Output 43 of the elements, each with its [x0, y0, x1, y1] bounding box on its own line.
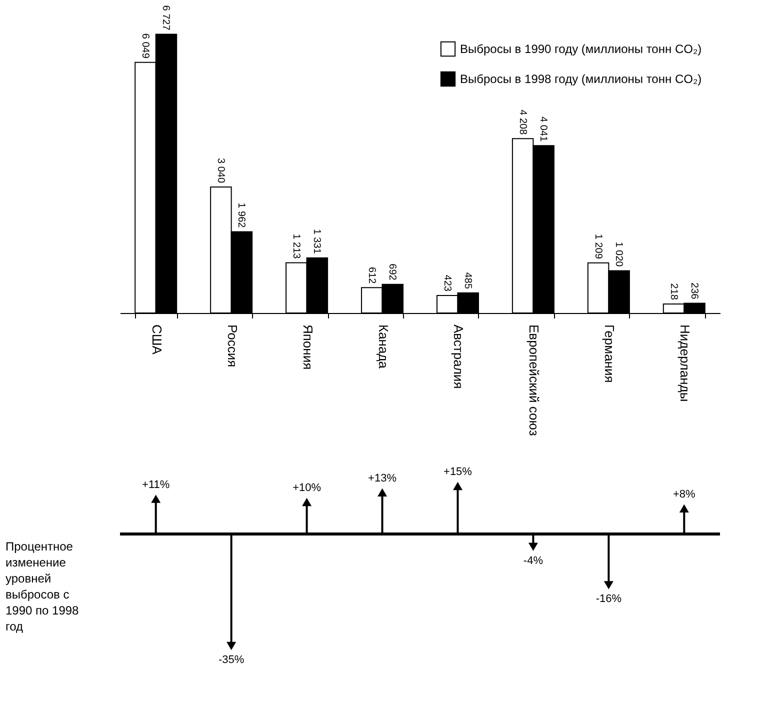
- data-label: 6 049: [139, 33, 150, 59]
- legend-label: Выбросы в 1998 году (миллионы тонн CO₂): [460, 72, 702, 86]
- data-label: 1 020: [613, 242, 624, 268]
- point: [378, 488, 388, 497]
- data-label: -16%: [596, 593, 622, 606]
- data-label: 612: [366, 266, 377, 284]
- point: [679, 504, 689, 513]
- point: [528, 542, 538, 551]
- data-label: 218: [668, 283, 679, 300]
- data-label: 485: [462, 272, 474, 290]
- data-label: 4 208: [516, 110, 528, 136]
- point: [302, 498, 312, 506]
- data-label: 236: [688, 282, 700, 300]
- data-label: 423: [441, 274, 452, 292]
- data-label: +10%: [292, 482, 322, 494]
- x-tick-label: Канада: [376, 324, 391, 370]
- data-label: 3 040: [214, 158, 226, 184]
- point: [226, 642, 236, 650]
- data-label: +13%: [368, 472, 397, 484]
- x-tick-label: Россия: [224, 324, 240, 368]
- data-label: 1 209: [592, 234, 604, 260]
- x-tick-label: США: [149, 324, 164, 355]
- data-label: +11%: [142, 478, 170, 491]
- data-label: -4%: [523, 554, 544, 567]
- data-label: 1 331: [311, 228, 322, 254]
- data-label: 1 213: [290, 234, 302, 260]
- point: [151, 494, 161, 503]
- point: [452, 482, 462, 490]
- x-tick-label: Германия: [602, 324, 618, 383]
- legend-label: Выбросы в 1990 году (миллионы тонн CO₂): [460, 42, 702, 56]
- point: [604, 581, 614, 590]
- data-label: 6 727: [160, 5, 172, 31]
- data-label: -35%: [218, 654, 244, 666]
- x-tick-label: Европейский союз: [526, 324, 542, 436]
- data-label: +15%: [444, 466, 472, 478]
- data-label: 692: [386, 264, 398, 281]
- y-axis-title: Процентное изменение уровней выбросов с 1990 по 1998 год: [6, 540, 80, 634]
- data-label: 4 041: [538, 116, 549, 142]
- data-label: 1 962: [236, 202, 247, 228]
- x-tick-label: Нидерланды: [678, 324, 693, 402]
- x-tick-label: Австралия: [451, 324, 466, 389]
- x-tick-label: Япония: [300, 324, 316, 370]
- data-label: +8%: [672, 488, 696, 500]
